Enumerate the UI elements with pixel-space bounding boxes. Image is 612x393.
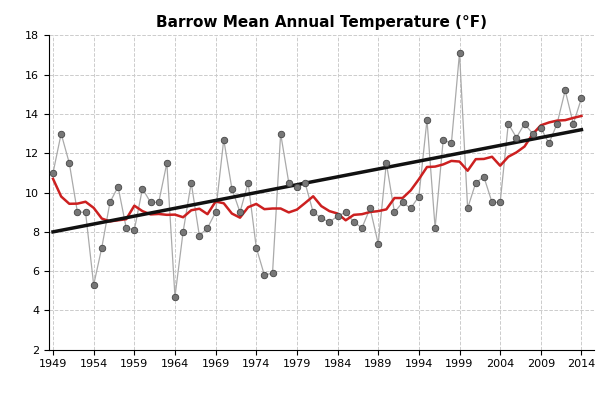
Point [146, 199, 155, 206]
Point [324, 219, 334, 225]
Point [72, 209, 82, 215]
Point [512, 134, 521, 141]
Point [154, 199, 163, 206]
Point [243, 180, 253, 186]
Point [495, 199, 505, 206]
Point [341, 209, 351, 215]
Point [178, 229, 188, 235]
Point [138, 185, 147, 192]
Point [349, 219, 359, 225]
Point [48, 170, 58, 176]
Point [113, 184, 123, 190]
Point [56, 130, 66, 137]
Point [162, 160, 172, 166]
Point [398, 199, 408, 206]
Point [97, 244, 106, 251]
Point [552, 121, 562, 127]
Point [544, 140, 554, 147]
Point [316, 215, 326, 221]
Point [292, 184, 302, 190]
Point [577, 95, 586, 101]
Point [504, 121, 513, 127]
Point [569, 121, 578, 127]
Point [81, 209, 91, 215]
Point [479, 174, 489, 180]
Point [219, 136, 229, 143]
Point [195, 233, 204, 239]
Point [365, 205, 375, 211]
Point [357, 225, 367, 231]
Point [121, 225, 131, 231]
Point [406, 205, 416, 211]
Point [422, 117, 432, 123]
Point [373, 241, 383, 247]
Point [438, 136, 448, 143]
Point [203, 225, 212, 231]
Point [227, 185, 237, 192]
Point [447, 140, 457, 147]
Point [129, 227, 139, 233]
Point [267, 270, 277, 276]
Point [455, 50, 465, 56]
Point [463, 205, 472, 211]
Point [89, 282, 99, 288]
Point [333, 213, 343, 219]
Point [487, 199, 497, 206]
Point [64, 160, 74, 166]
Point [430, 225, 440, 231]
Point [520, 121, 529, 127]
Point [414, 193, 424, 200]
Point [259, 272, 269, 278]
Point [170, 294, 180, 300]
Point [381, 160, 391, 166]
Point [211, 209, 220, 215]
Title: Barrow Mean Annual Temperature (°F): Barrow Mean Annual Temperature (°F) [156, 15, 487, 30]
Point [561, 87, 570, 94]
Point [235, 209, 245, 215]
Point [471, 180, 480, 186]
Point [276, 130, 286, 137]
Point [308, 209, 318, 215]
Point [528, 130, 537, 137]
Point [105, 199, 115, 206]
Point [186, 180, 196, 186]
Point [252, 244, 261, 251]
Point [390, 209, 400, 215]
Point [300, 180, 310, 186]
Point [284, 180, 294, 186]
Point [536, 125, 546, 131]
